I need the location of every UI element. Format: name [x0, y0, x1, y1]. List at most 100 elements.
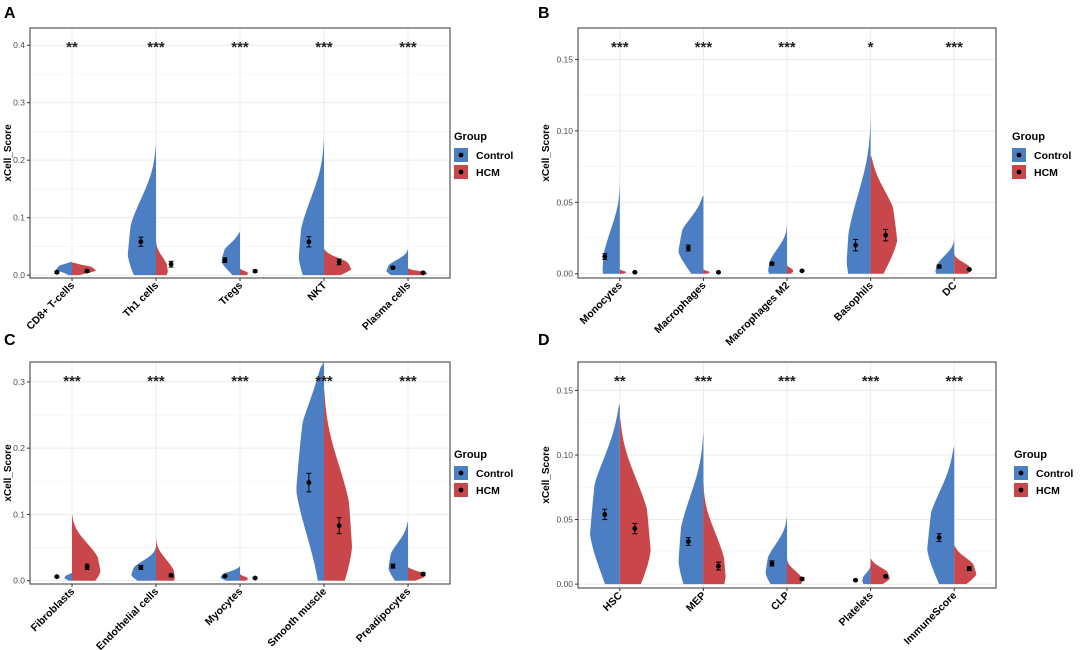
- legend: Group Control HCM: [454, 449, 513, 497]
- violin-hcm: [324, 388, 353, 581]
- violin-control: [678, 195, 704, 274]
- mean-point: [54, 574, 60, 580]
- violin-control: [602, 180, 620, 274]
- violin-control: [131, 547, 156, 581]
- panel-b: B*** *** *** * ***0.000.050.100.15xCell_Scor…: [538, 5, 1071, 348]
- panel-label: B: [538, 5, 550, 22]
- y-axis-title: xCell_Score: [541, 124, 552, 182]
- legend: Group Control HCM: [1012, 131, 1071, 179]
- panel-d: D** *** *** *** ***0.000.050.100.15xCell_Sco…: [538, 332, 1073, 647]
- x-tick-label: Endothelial cells: [94, 586, 161, 650]
- legend-point: [1016, 152, 1022, 158]
- legend-point: [1016, 169, 1022, 175]
- mean-point: [883, 232, 889, 238]
- mean-point: [168, 572, 174, 578]
- significance-label: ***: [778, 39, 796, 56]
- legend-label: HCM: [476, 167, 500, 179]
- legend-title: Group: [1014, 449, 1047, 461]
- panel-label: C: [4, 332, 16, 349]
- legend-point: [458, 169, 464, 175]
- significance-label: ***: [399, 373, 417, 390]
- violin-hcm: [870, 558, 890, 585]
- violin-hcm: [156, 240, 168, 276]
- y-tick-label: 0.10: [556, 450, 573, 460]
- x-tick-label: Basophils: [832, 280, 876, 324]
- significance-label: *: [868, 39, 874, 56]
- violin-control: [388, 521, 408, 581]
- mean-point: [252, 268, 258, 274]
- violin-control: [386, 249, 408, 276]
- mean-point: [769, 561, 775, 566]
- violin-hcm: [619, 416, 651, 585]
- x-tick-label: CD8+ T-cells: [24, 280, 77, 333]
- significance-label: ***: [945, 39, 963, 56]
- y-axis-title: xCell_Score: [541, 446, 552, 504]
- violin-control: [56, 261, 72, 276]
- panel-a: A** *** *** *** ***0.00.10.20.30.4xCell_Scor…: [3, 5, 513, 333]
- y-tick-label: 0.1: [13, 509, 25, 519]
- violin-control: [768, 223, 787, 274]
- mean-point: [390, 563, 396, 569]
- mean-point: [222, 573, 228, 579]
- mean-point: [138, 239, 144, 245]
- legend-point: [458, 470, 464, 476]
- y-tick-label: 0.00: [556, 269, 573, 279]
- legend-point: [1018, 470, 1024, 476]
- legend-label: Control: [476, 150, 513, 162]
- mean-point: [716, 269, 721, 275]
- significance-label: ***: [231, 373, 249, 390]
- x-tick-label: Macrophages: [652, 280, 708, 336]
- violin-hcm: [870, 155, 898, 274]
- mean-point: [336, 259, 342, 265]
- mean-point: [602, 254, 608, 259]
- violin-hcm: [703, 480, 726, 585]
- violin-hcm: [787, 558, 803, 585]
- legend-point: [458, 152, 464, 158]
- x-tick-label: ImmuneScore: [902, 590, 960, 648]
- mean-point: [632, 526, 638, 531]
- mean-point: [966, 267, 972, 272]
- x-tick-label: Plasma cells: [360, 280, 413, 333]
- violin-control: [64, 572, 72, 581]
- violin-control: [765, 516, 787, 585]
- y-axis-title: xCell_Score: [3, 444, 14, 502]
- legend-point: [458, 487, 464, 493]
- y-tick-label: 0.2: [13, 443, 25, 453]
- y-tick-label: 0.0: [13, 270, 25, 280]
- x-tick-label: MEP: [684, 590, 709, 615]
- mean-point: [936, 264, 942, 269]
- mean-point: [54, 269, 60, 275]
- significance-label: ***: [695, 373, 713, 390]
- y-tick-label: 0.10: [556, 126, 573, 136]
- mean-point: [336, 523, 342, 529]
- violin-hcm: [703, 269, 710, 274]
- mean-point: [632, 269, 638, 275]
- mean-point: [252, 575, 258, 581]
- x-tick-label: Fibroblasts: [29, 586, 78, 635]
- significance-label: ***: [611, 39, 629, 56]
- violin-control: [846, 116, 871, 274]
- violin-control: [127, 144, 156, 276]
- mean-point: [420, 571, 426, 577]
- x-tick-label: Smooth muscle: [265, 586, 329, 650]
- violin-control: [220, 566, 240, 581]
- mean-point: [883, 573, 889, 579]
- violin-hcm: [72, 262, 96, 276]
- y-tick-label: 0.05: [556, 197, 573, 207]
- legend-point: [1018, 487, 1024, 493]
- x-tick-label: CLP: [769, 590, 792, 613]
- violin-control: [221, 232, 240, 276]
- legend-title: Group: [454, 131, 487, 143]
- violin-control: [927, 445, 955, 585]
- panel-label: D: [538, 332, 550, 349]
- mean-point: [420, 270, 426, 276]
- mean-point: [936, 535, 942, 541]
- significance-label: ***: [231, 39, 249, 56]
- mean-point: [685, 245, 691, 251]
- significance-label: ***: [315, 39, 333, 56]
- y-tick-label: 0.4: [13, 40, 25, 50]
- violin-hcm: [954, 545, 977, 585]
- significance-label: ***: [63, 373, 81, 390]
- y-tick-label: 0.1: [13, 213, 25, 223]
